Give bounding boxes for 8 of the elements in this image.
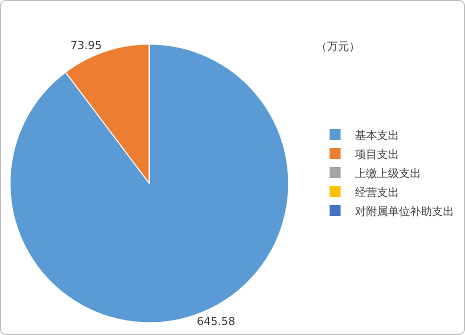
legend-label: 项目支出 [355, 148, 400, 161]
data-label: 645.58 [196, 314, 236, 328]
data-label: 73.95 [70, 39, 102, 52]
legend-label: 对附属单位补助支出 [355, 204, 454, 218]
legend-label: 基本支出 [355, 128, 400, 142]
legend-label: 上缴上级支出 [355, 166, 422, 180]
legend-label: 经营支出 [355, 186, 400, 199]
text: （万元） [316, 40, 360, 53]
